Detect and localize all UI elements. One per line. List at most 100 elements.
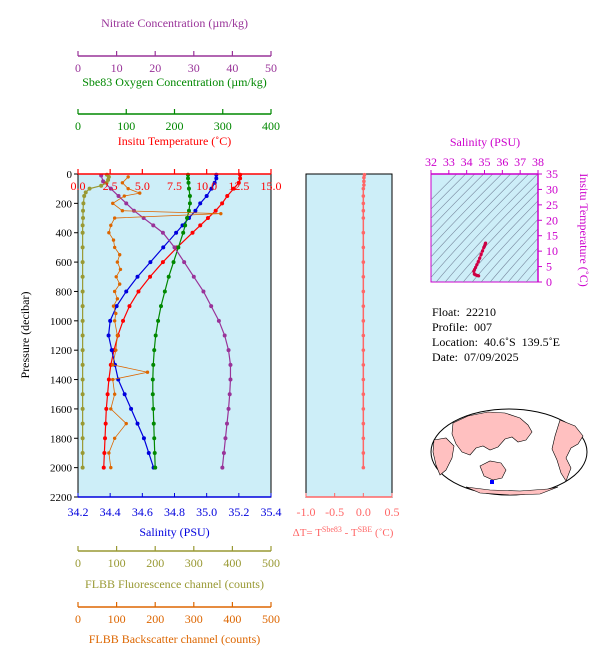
salinity-axis-tick-label: 35.0: [196, 505, 217, 519]
backscatter-point: [114, 311, 118, 316]
temperature-point: [104, 406, 109, 411]
temperature-axis-tick-label: 15.0: [261, 179, 282, 193]
delta-t-axis-label-mid: - T: [342, 527, 358, 539]
ts-contour: [453, 191, 538, 282]
delta-t-axis-label-unit: (˚C): [372, 527, 393, 539]
fluorescence-point: [80, 377, 85, 382]
delta-t-series-group: [361, 172, 367, 470]
nitrate-point: [182, 260, 187, 265]
nitrate-axis-tick-label: 30: [188, 61, 200, 75]
pressure-tick-label: 1600: [50, 404, 73, 416]
backscatter-point: [138, 191, 142, 195]
delta-t-point: [361, 392, 366, 397]
salinity-point: [114, 304, 119, 309]
ts-contour: [462, 200, 538, 282]
ts-y-axis-tick-label: 25: [546, 198, 558, 212]
salinity-axis-tick-label: 34.8: [164, 505, 185, 519]
fluorescence-point: [80, 260, 85, 265]
delta-t-point: [361, 319, 366, 323]
nitrate-point: [228, 377, 233, 382]
salinity-axis-tick-label: 34.6: [132, 505, 153, 519]
map-land-americas: [551, 419, 584, 482]
salinity-axis-tick-label: 34.4: [100, 505, 121, 519]
ts-point: [476, 260, 480, 264]
backscatter-axis-tick-label: 0: [75, 612, 81, 626]
salinity-point: [135, 274, 140, 279]
delta-t-plot: -1.0 -0.5 0.0 0.5 ΔT= TSbe83 - TSBE (˚C): [293, 172, 400, 539]
oxygen-point: [153, 465, 158, 470]
delta-t-point: [361, 208, 366, 213]
ts-x-axis-tick-label: 33: [443, 155, 455, 169]
salinity-point: [198, 201, 203, 206]
delta-t-axis-tick-label: 0.5: [385, 505, 400, 519]
fluorescence-point: [87, 186, 92, 191]
ts-series-group: [472, 241, 488, 278]
salinity-point: [141, 436, 146, 441]
oxygen-point: [171, 260, 176, 265]
salinity-axis-tick-label: 34.2: [68, 505, 89, 519]
temperature-point: [148, 274, 153, 279]
ts-x-axis-tick-label: 32: [425, 155, 437, 169]
oxygen-point: [151, 362, 156, 367]
date-value: 07/09/2025: [464, 350, 519, 364]
oxygen-point: [152, 450, 157, 455]
oxygen-point: [152, 348, 157, 353]
temperature-axis-label: Insitu Temperature (˚C): [118, 134, 232, 148]
oxygen-axis-tick-label: 0: [75, 119, 81, 133]
fluorescence-axis-label: FLBB Fluorescence channel (counts): [85, 577, 264, 591]
backscatter-axis-tick-label: 400: [223, 612, 241, 626]
ts-y-axis-tick-label: 20: [546, 213, 558, 227]
float-label: Float:: [432, 305, 461, 319]
temperature-point: [136, 289, 141, 294]
backscatter-point: [107, 451, 111, 455]
salinity-point: [135, 421, 140, 426]
pressure-tick-label: 1400: [50, 375, 73, 387]
oxygen-point: [153, 333, 158, 338]
fluorescence-point: [83, 190, 88, 195]
backscatter-point: [111, 363, 115, 367]
delta-t-point: [361, 363, 366, 367]
oxygen-point: [186, 186, 191, 191]
fluorescence-axis-tick-label: 500: [262, 556, 280, 570]
nitrate-point: [220, 465, 225, 470]
salinity-point: [146, 450, 151, 455]
temperature-point: [101, 465, 106, 470]
nitrate-point: [223, 436, 228, 441]
delta-t-axis-tick-label: -1.0: [297, 505, 316, 519]
nitrate-point: [160, 230, 165, 235]
fluorescence-point: [80, 465, 85, 470]
profile-plot: 0 200 400 600 800 1000 1200 1400 1600 1800 2000 220…: [18, 169, 272, 504]
backscatter-point: [115, 333, 120, 338]
backscatter-point: [126, 175, 130, 179]
salinity-point: [108, 318, 113, 323]
ts-point: [472, 272, 476, 276]
nitrate-point: [172, 245, 177, 250]
salinity-point: [124, 289, 129, 294]
delta-t-axis-label-sup2: SBE: [358, 525, 373, 534]
oxygen-point: [151, 421, 156, 426]
ts-x-axis-tick-label: 38: [532, 155, 544, 169]
fluorescence-point: [80, 304, 85, 309]
ts-x-axis-label: Salinity (PSU): [450, 135, 520, 149]
salinity-point: [214, 176, 219, 181]
delta-t-point: [361, 194, 366, 198]
nitrate-point: [191, 274, 196, 279]
backscatter-point: [112, 392, 117, 396]
delta-t-point: [361, 274, 366, 279]
nitrate-point: [209, 304, 214, 309]
delta-t-plot-area: [305, 173, 393, 498]
backscatter-axis-tick-label: 500: [262, 612, 280, 626]
temperature-axis-tick-label: 5.0: [135, 179, 150, 193]
fluorescence-point: [99, 183, 104, 188]
backscatter-point: [109, 223, 113, 228]
map-land-africa: [432, 437, 455, 476]
oxygen-point: [185, 216, 190, 221]
backscatter-axis-tick-label: 200: [146, 612, 164, 626]
fluorescence-point: [81, 216, 86, 221]
pressure-tick-label: 0: [67, 169, 73, 181]
map-float-marker: [490, 480, 494, 484]
nitrate-point: [201, 289, 206, 294]
nitrate-point: [228, 362, 233, 367]
fluorescence-axis-tick-label: 400: [223, 556, 241, 570]
